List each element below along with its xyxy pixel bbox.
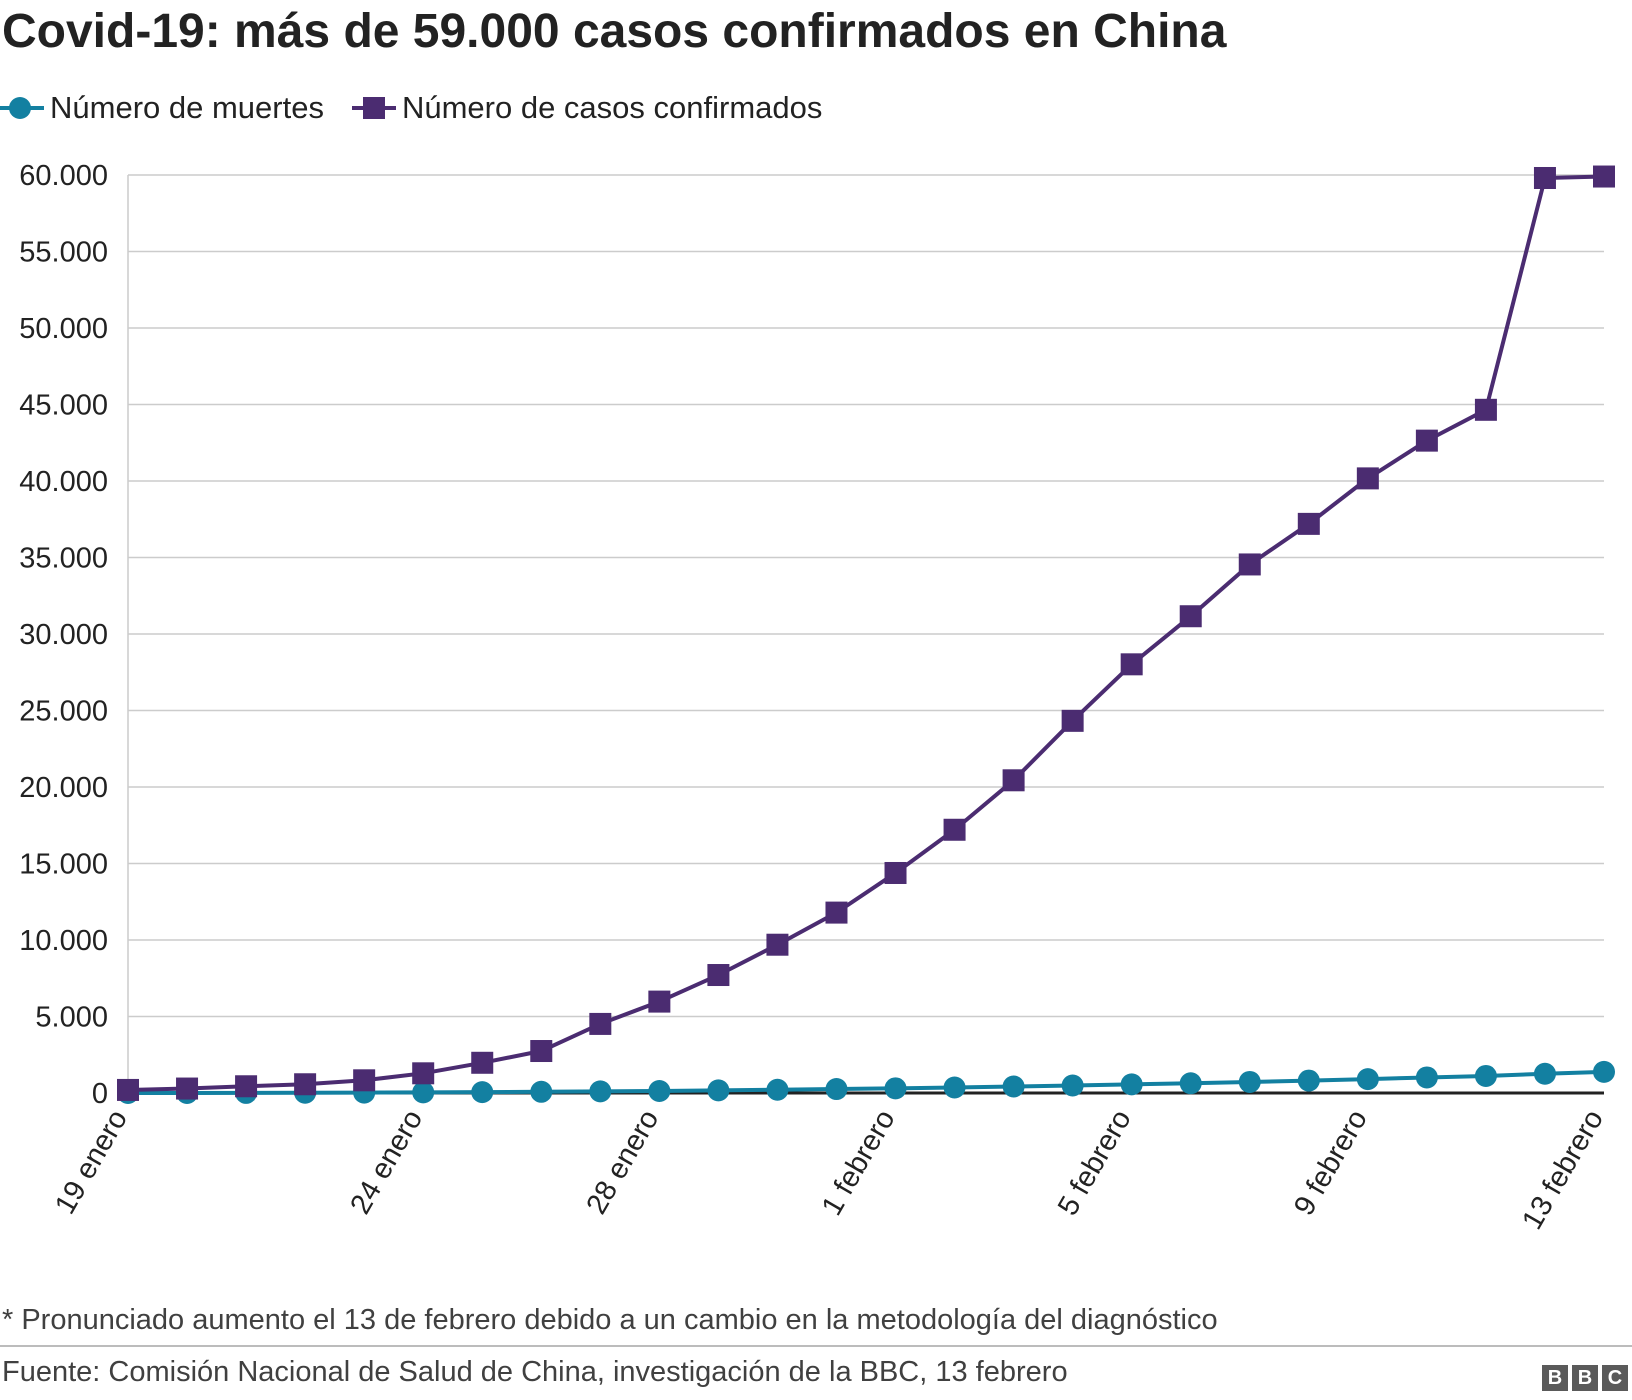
- data-point-cases: [943, 818, 966, 841]
- data-point-cases: [117, 1078, 139, 1101]
- legend-label-deaths: Número de muertes: [50, 90, 324, 125]
- data-point-deaths: [589, 1080, 612, 1103]
- data-point-deaths: [1356, 1068, 1379, 1091]
- data-point-cases: [1415, 429, 1438, 452]
- data-point-deaths: [1593, 1060, 1615, 1083]
- data-point-cases: [1061, 709, 1084, 732]
- data-point-deaths: [648, 1079, 671, 1102]
- data-point-cases: [1238, 553, 1261, 576]
- data-point-cases: [1297, 512, 1320, 535]
- data-point-deaths: [825, 1078, 848, 1101]
- data-point-cases: [294, 1073, 317, 1096]
- y-tick-label: 60.000: [19, 160, 108, 192]
- data-point-cases: [707, 964, 730, 987]
- data-point-cases: [589, 1012, 612, 1035]
- x-tick-label: 1 febrero: [816, 1105, 902, 1222]
- x-tick-label: 5 febrero: [1052, 1105, 1138, 1222]
- data-point-cases: [530, 1040, 553, 1063]
- data-point-deaths: [1474, 1064, 1497, 1087]
- data-point-cases: [1120, 653, 1143, 676]
- data-point-cases: [1474, 398, 1497, 421]
- data-point-deaths: [1297, 1069, 1320, 1092]
- series-line-cases: [127, 174, 1605, 1092]
- data-point-cases: [884, 861, 907, 884]
- y-tick-label: 0: [92, 1078, 108, 1110]
- footnote: * Pronunciado aumento el 13 de febrero d…: [2, 1304, 1218, 1336]
- source-text: Fuente: Comisión Nacional de Salud de Ch…: [2, 1356, 1068, 1388]
- data-point-deaths: [530, 1080, 553, 1103]
- legend-label-cases: Número de casos confirmados: [401, 90, 823, 125]
- y-tick-label: 50.000: [19, 313, 108, 345]
- y-tick-label: 30.000: [19, 619, 108, 651]
- data-point-deaths: [1415, 1066, 1438, 1089]
- bbc-logo-letter: B: [1542, 1365, 1568, 1391]
- x-tick-label: 24 enero: [344, 1105, 429, 1220]
- data-point-cases: [412, 1062, 435, 1085]
- x-axis-ticks: 19 enero 24 enero 28 enero 1 febrero 5 febre…: [49, 1105, 1610, 1235]
- y-tick-label: 35.000: [19, 543, 108, 575]
- x-tick-label: 9 febrero: [1288, 1105, 1374, 1222]
- bbc-logo-letter: B: [1572, 1365, 1598, 1391]
- data-point-cases: [766, 933, 789, 956]
- data-point-deaths: [1533, 1062, 1556, 1085]
- legend-swatch-deaths: [0, 97, 44, 119]
- gridlines: [127, 174, 1604, 1095]
- y-tick-label: 55.000: [19, 237, 108, 269]
- data-point-deaths: [1179, 1072, 1202, 1095]
- y-tick-label: 40.000: [19, 466, 108, 498]
- legend-item-cases: Número de casos confirmados: [351, 90, 823, 126]
- data-point-cases: [1179, 605, 1202, 628]
- legend-item-deaths: Número de muertes: [0, 90, 324, 126]
- data-point-cases: [1593, 165, 1615, 188]
- y-axis-ticks: 0 5.000 10.000 15.000 20.000 25.000 30.000 35.0…: [19, 160, 108, 1110]
- data-point-cases: [825, 901, 848, 924]
- x-tick-label: 28 enero: [580, 1105, 665, 1220]
- data-point-cases: [1002, 769, 1025, 792]
- data-point-deaths: [884, 1077, 907, 1100]
- bbc-logo: B B C: [1542, 1365, 1628, 1391]
- y-tick-label: 20.000: [19, 772, 108, 804]
- y-tick-label: 5.000: [35, 1002, 108, 1034]
- data-point-deaths: [707, 1079, 730, 1102]
- data-point-cases: [648, 990, 671, 1013]
- data-point-deaths: [1238, 1070, 1261, 1093]
- data-point-cases: [176, 1077, 199, 1100]
- y-tick-label: 45.000: [19, 390, 108, 422]
- data-point-deaths: [1002, 1075, 1025, 1098]
- x-tick-label: 13 febrero: [1516, 1105, 1610, 1235]
- line-chart: 0 5.000 10.000 15.000 20.000 25.000 30.000 35.0…: [19, 160, 1615, 1235]
- data-point-cases: [1533, 166, 1556, 189]
- y-tick-label: 15.000: [19, 849, 108, 881]
- data-point-cases: [1356, 467, 1379, 490]
- data-point-deaths: [471, 1081, 494, 1104]
- chart-title: Covid-19: más de 59.000 casos confirmado…: [2, 5, 1227, 58]
- data-point-deaths: [943, 1076, 966, 1099]
- series-cases: [117, 165, 1615, 1101]
- data-point-deaths: [412, 1081, 435, 1104]
- legend-swatch-cases: [351, 97, 396, 119]
- x-tick-label: 19 enero: [49, 1105, 134, 1220]
- y-tick-label: 10.000: [19, 925, 108, 957]
- bbc-logo-letter: C: [1602, 1365, 1628, 1391]
- footer-divider: [0, 1345, 1632, 1347]
- data-point-cases: [471, 1051, 494, 1074]
- data-point-deaths: [766, 1078, 789, 1101]
- legend: Número de muertes Número de casos confir…: [0, 88, 850, 128]
- data-point-cases: [235, 1075, 258, 1098]
- data-point-deaths: [1120, 1073, 1143, 1096]
- data-point-deaths: [1061, 1074, 1084, 1097]
- data-point-cases: [353, 1069, 376, 1092]
- y-tick-label: 25.000: [19, 696, 108, 728]
- series-lines: [117, 165, 1615, 1104]
